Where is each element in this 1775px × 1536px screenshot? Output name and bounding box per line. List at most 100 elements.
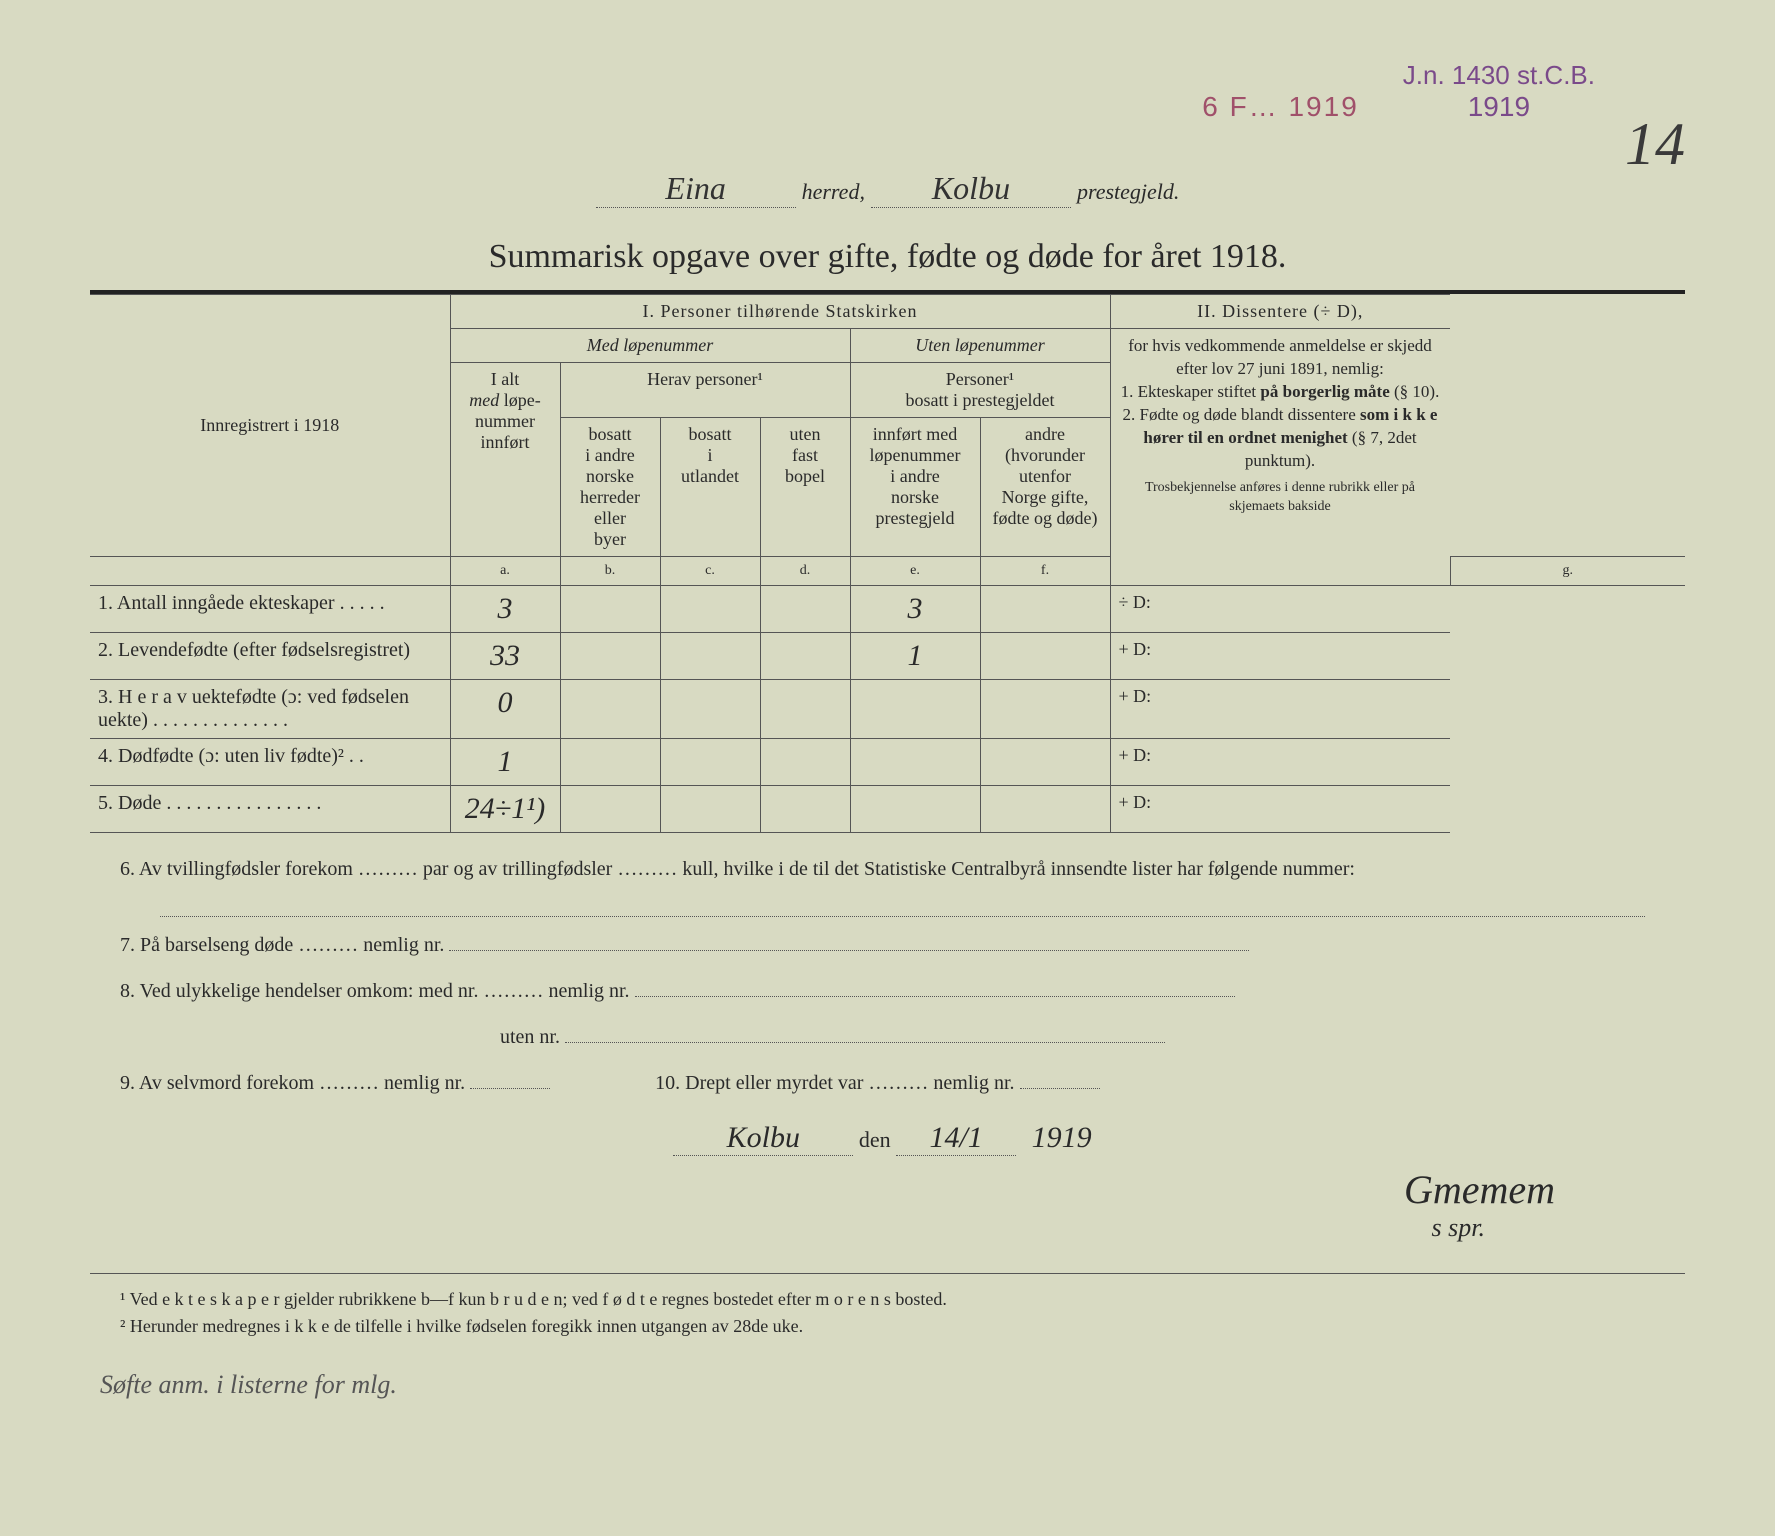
footnote-2: ² Herunder medregnes i k k e de tilfelle… — [120, 1313, 1685, 1340]
footnote-1: ¹ Ved e k t e s k a p e r gjelder rubrik… — [120, 1286, 1685, 1313]
row5-e — [850, 786, 980, 833]
date-field: 14/1 — [896, 1121, 1016, 1156]
table-row: 1. Antall inngåede ekteskaper . . . . . … — [90, 586, 1685, 633]
doc-title: Summarisk opgave over gifte, fødte og dø… — [90, 238, 1685, 276]
prestegjeld-label: prestegjeld. — [1077, 179, 1179, 204]
row1-e: 3 — [850, 586, 980, 633]
personer-bosatt: Personer¹bosatt i prestegjeldet — [850, 363, 1110, 418]
col-b-head: bosatti andrenorskeherrederellerbyer — [560, 418, 660, 557]
q6-line — [160, 897, 1645, 917]
row2-b — [560, 633, 660, 680]
q7: 7. På barselseng døde ……… nemlig nr. — [120, 927, 1685, 963]
herav-head: Herav personer¹ — [560, 363, 850, 418]
journal-stamp-line1: J.n. 1430 st.C.B. — [1403, 60, 1595, 90]
q6: 6. Av tvillingfødsler forekom ……… par og… — [120, 851, 1685, 887]
row4-label: 4. Dødfødte (ɔ: uten liv fødte)² . . — [90, 739, 450, 786]
row1-b — [560, 586, 660, 633]
row3-d — [760, 680, 850, 739]
table-row: 4. Dødfødte (ɔ: uten liv fødte)² . . 1 +… — [90, 739, 1685, 786]
col-d-head: utenfastbopel — [760, 418, 850, 557]
prestegjeld-field: Kolbu — [871, 170, 1071, 208]
row4-f — [980, 739, 1110, 786]
notes-text: for hvis vedkommende anmeldelse er skjed… — [1121, 336, 1440, 470]
letter-b: b. — [560, 557, 660, 586]
notes-col: for hvis vedkommende anmeldelse er skjed… — [1110, 329, 1450, 586]
header-line: Eina herred, Kolbu prestegjeld. — [90, 170, 1685, 208]
row5-f — [980, 786, 1110, 833]
herred-label: herred, — [802, 179, 865, 204]
main-table: Innregistrert i 1918 I. Personer tilhøre… — [90, 294, 1685, 833]
row2-d — [760, 633, 850, 680]
herred-field: Eina — [596, 170, 796, 208]
row5-d — [760, 786, 850, 833]
row2-label: 2. Levendefødte (efter fødselsregistret) — [90, 633, 450, 680]
row3-a: 0 — [450, 680, 560, 739]
section1-head: I. Personer tilhørende Statskirken — [450, 295, 1110, 329]
section2-head: II. Dissentere (÷ D), — [1110, 295, 1450, 329]
row2-e: 1 — [850, 633, 980, 680]
col-e-head: innført medløpenummeri andrenorskepreste… — [850, 418, 980, 557]
letter-e: e. — [850, 557, 980, 586]
row3-label: 3. H e r a v uektefødte (ɔ: ved fødselen… — [90, 680, 450, 739]
row2-a: 33 — [450, 633, 560, 680]
letter-g: g. — [1450, 557, 1685, 586]
date-stamp: 6 F… 1919 — [1202, 91, 1359, 123]
row4-e — [850, 739, 980, 786]
row3-b — [560, 680, 660, 739]
row5-a: 24÷1¹) — [450, 786, 560, 833]
row4-d — [760, 739, 850, 786]
row5-g: + D: — [1110, 786, 1450, 833]
questions-block: 6. Av tvillingfødsler forekom ……… par og… — [90, 851, 1685, 1101]
row1-d — [760, 586, 850, 633]
footnotes: ¹ Ved e k t e s k a p e r gjelder rubrik… — [90, 1273, 1685, 1340]
row3-c — [660, 680, 760, 739]
col-f-head: andre(hvorunderutenforNorge gifte,fødte … — [980, 418, 1110, 557]
row1-f — [980, 586, 1110, 633]
row1-a: 3 — [450, 586, 560, 633]
row1-g: ÷ D: — [1110, 586, 1450, 633]
letter-d: d. — [760, 557, 850, 586]
journal-stamp: J.n. 1430 st.C.B. 1919 — [1403, 60, 1595, 123]
page-number: 14 — [1625, 110, 1685, 179]
col-innreg: Innregistrert i 1918 — [90, 295, 450, 557]
letter-c: c. — [660, 557, 760, 586]
signature: Gmemem — [90, 1166, 1685, 1213]
row3-e — [850, 680, 980, 739]
row5-c — [660, 786, 760, 833]
year-field: 1919 — [1022, 1121, 1102, 1155]
row4-a: 1 — [450, 739, 560, 786]
row4-g: + D: — [1110, 739, 1450, 786]
notes-small: Trosbekjennelse anføres i denne rubrikk … — [1119, 479, 1442, 517]
table-row: 2. Levendefødte (efter fødselsregistret)… — [90, 633, 1685, 680]
q8b: uten nr. — [120, 1019, 1685, 1055]
med-lope: Med løpenummer — [450, 329, 850, 363]
den-label: den — [859, 1127, 891, 1152]
row5-b — [560, 786, 660, 833]
row3-f — [980, 680, 1110, 739]
table-row: 5. Døde . . . . . . . . . . . . . . . . … — [90, 786, 1685, 833]
letter-f: f. — [980, 557, 1110, 586]
signature-title: s spr. — [90, 1213, 1685, 1243]
col-a-head: I altmed løpe-nummerinnført — [450, 363, 560, 557]
row2-f — [980, 633, 1110, 680]
row5-label: 5. Døde . . . . . . . . . . . . . . . . — [90, 786, 450, 833]
journal-stamp-line2: 1919 — [1403, 91, 1595, 123]
q8a: 8. Ved ulykkelige hendelser omkom: med n… — [120, 973, 1685, 1009]
stamp-area: 6 F… 1919 J.n. 1430 st.C.B. 1919 — [1202, 60, 1595, 123]
blank-letter — [90, 557, 450, 586]
col-c-head: bosattiutlandet — [660, 418, 760, 557]
row2-c — [660, 633, 760, 680]
row2-g: + D: — [1110, 633, 1450, 680]
uten-lope: Uten løpenummer — [850, 329, 1110, 363]
row4-b — [560, 739, 660, 786]
date-line: Kolbu den 14/1 1919 — [90, 1121, 1685, 1156]
letter-a: a. — [450, 557, 560, 586]
row1-label: 1. Antall inngåede ekteskaper . . . . . — [90, 586, 450, 633]
row1-c — [660, 586, 760, 633]
row4-c — [660, 739, 760, 786]
place-field: Kolbu — [673, 1121, 853, 1156]
q9-q10: 9. Av selvmord forekom ……… nemlig nr. 10… — [120, 1065, 1685, 1101]
row3-g: + D: — [1110, 680, 1450, 739]
bottom-note: Søfte anm. i listerne for mlg. — [90, 1370, 1685, 1400]
table-row: 3. H e r a v uektefødte (ɔ: ved fødselen… — [90, 680, 1685, 739]
